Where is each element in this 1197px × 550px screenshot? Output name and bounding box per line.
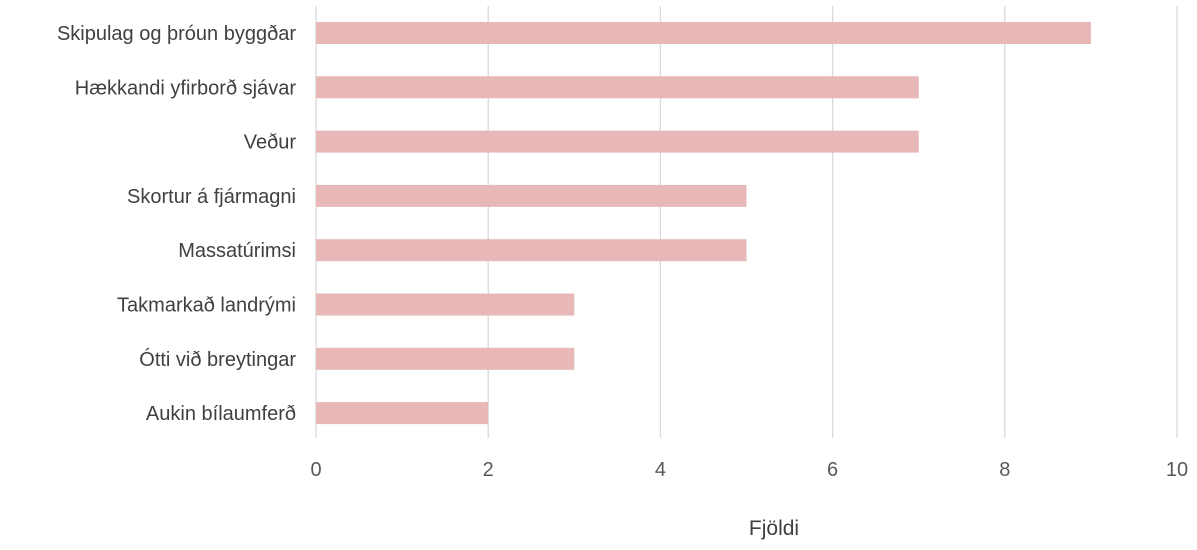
x-tick-label: 4 <box>655 459 666 481</box>
category-label: Massatúrimsi <box>178 240 296 262</box>
category-label: Veður <box>244 132 297 154</box>
category-label: Skortur á fjármagni <box>127 186 296 208</box>
x-tick-label: 8 <box>999 459 1010 481</box>
category-label: Takmarkað landrými <box>117 295 296 317</box>
x-tick-labels: 0 2 4 6 8 10 <box>310 459 1188 481</box>
bar <box>316 184 747 207</box>
bar <box>316 293 575 316</box>
bar <box>316 130 919 153</box>
bar <box>316 76 919 99</box>
x-tick-label: 6 <box>827 459 838 481</box>
category-label: Skipulag og þróun byggðar <box>57 23 296 45</box>
bar <box>316 347 575 370</box>
bar <box>316 402 489 425</box>
category-label: Ótti við breytingar <box>139 348 296 371</box>
bars <box>316 22 1091 425</box>
bar <box>316 239 747 262</box>
gridlines <box>315 6 1178 438</box>
category-label: Aukin bílaumferð <box>146 403 296 425</box>
bar <box>316 22 1091 44</box>
category-labels: Skipulag og þróun byggðar Hækkandi yfirbo… <box>57 23 296 425</box>
x-axis-title: Fjöldi <box>749 517 799 540</box>
x-tick-label: 10 <box>1166 459 1188 481</box>
x-tick-label: 2 <box>483 459 494 481</box>
x-tick-label: 0 <box>310 459 321 481</box>
category-label: Hækkandi yfirborð sjávar <box>75 77 297 99</box>
